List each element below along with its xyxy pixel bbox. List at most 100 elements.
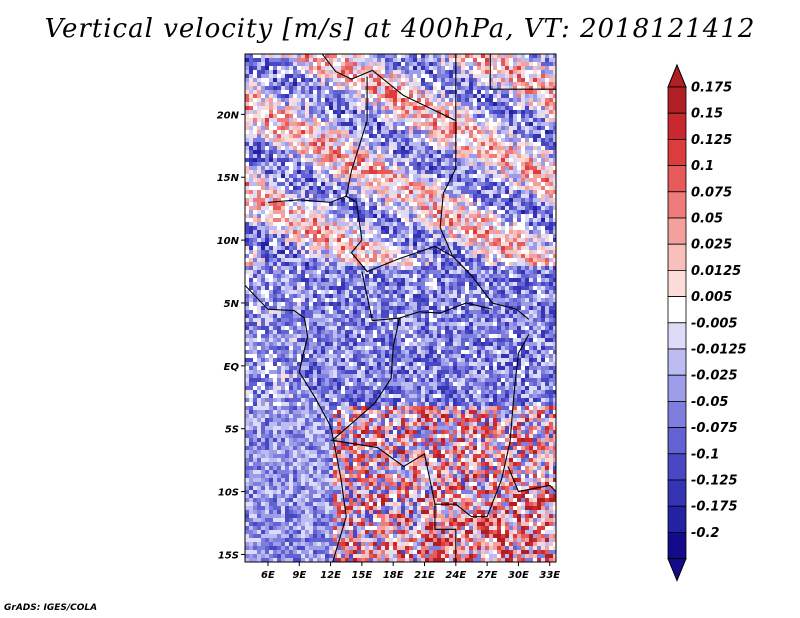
field-cell [305, 182, 309, 186]
field-cell [425, 274, 429, 278]
field-cell [393, 150, 397, 154]
field-cell [277, 206, 281, 210]
field-cell [441, 294, 445, 298]
field-cell [325, 242, 329, 246]
field-cell [417, 138, 421, 142]
field-cell [305, 290, 309, 294]
field-cell [509, 186, 513, 190]
field-cell [377, 102, 381, 106]
field-cell [433, 142, 437, 146]
field-cell [541, 74, 545, 78]
field-cell [413, 266, 417, 270]
field-cell [493, 306, 497, 310]
field-cell [317, 282, 321, 286]
field-cell [341, 306, 345, 310]
field-cell [377, 306, 381, 310]
field-cell [497, 102, 501, 106]
field-cell [545, 294, 549, 298]
field-cell [313, 246, 317, 250]
field-cell [389, 234, 393, 238]
field-cell [345, 70, 349, 74]
field-cell [533, 138, 537, 142]
field-cell [533, 214, 537, 218]
field-cell [521, 66, 525, 70]
field-cell [529, 270, 533, 274]
field-cell [261, 230, 265, 234]
field-cell [521, 234, 525, 238]
field-cell [409, 250, 413, 254]
field-cell [281, 106, 285, 110]
field-cell [489, 210, 493, 214]
field-cell [349, 226, 353, 230]
field-cell [345, 306, 349, 310]
field-cell [445, 190, 449, 194]
field-cell [521, 74, 525, 78]
field-cell [309, 178, 313, 182]
field-cell [289, 258, 293, 262]
field-cell [521, 202, 525, 206]
field-cell [333, 122, 337, 126]
field-cell [353, 266, 357, 270]
field-cell [325, 174, 329, 178]
field-cell [393, 206, 397, 210]
field-cell [313, 82, 317, 86]
field-cell [357, 86, 361, 90]
field-cell [397, 82, 401, 86]
field-cell [273, 234, 277, 238]
field-cell [481, 226, 485, 230]
field-cell [493, 110, 497, 114]
field-cell [529, 254, 533, 258]
field-cell [445, 134, 449, 138]
field-cell [425, 230, 429, 234]
field-cell [329, 126, 333, 130]
field-cell [537, 250, 541, 254]
field-cell [317, 254, 321, 258]
field-cell [365, 230, 369, 234]
field-cell [545, 70, 549, 74]
field-cell [441, 106, 445, 110]
field-cell [477, 250, 481, 254]
field-cell [541, 210, 545, 214]
field-cell [521, 238, 525, 242]
field-cell [505, 274, 509, 278]
field-cell [357, 266, 361, 270]
field-cell [413, 218, 417, 222]
field-cell [301, 106, 305, 110]
field-cell [501, 250, 505, 254]
field-cell [333, 210, 337, 214]
field-cell [377, 78, 381, 82]
field-cell [429, 106, 433, 110]
field-cell [485, 54, 489, 58]
field-cell [469, 86, 473, 90]
field-cell [453, 230, 457, 234]
field-cell [393, 158, 397, 162]
field-cell [265, 254, 269, 258]
field-cell [409, 58, 413, 62]
field-cell [249, 70, 253, 74]
field-cell [361, 146, 365, 150]
field-cell [377, 138, 381, 142]
field-cell [485, 218, 489, 222]
field-cell [397, 150, 401, 154]
field-cell [481, 118, 485, 122]
field-cell [525, 162, 529, 166]
field-cell [385, 210, 389, 214]
field-cell [297, 250, 301, 254]
field-cell [365, 286, 369, 290]
field-cell [321, 238, 325, 242]
field-cell [397, 210, 401, 214]
field-cell [381, 302, 385, 306]
field-cell [397, 218, 401, 222]
field-cell [349, 158, 353, 162]
field-cell [409, 142, 413, 146]
field-cell [361, 94, 365, 98]
field-cell [313, 282, 317, 286]
field-cell [357, 66, 361, 70]
field-cell [381, 90, 385, 94]
field-cell [293, 178, 297, 182]
field-cell [289, 114, 293, 118]
field-cell [397, 298, 401, 302]
field-cell [337, 162, 341, 166]
field-cell [389, 306, 393, 310]
field-cell [389, 210, 393, 214]
